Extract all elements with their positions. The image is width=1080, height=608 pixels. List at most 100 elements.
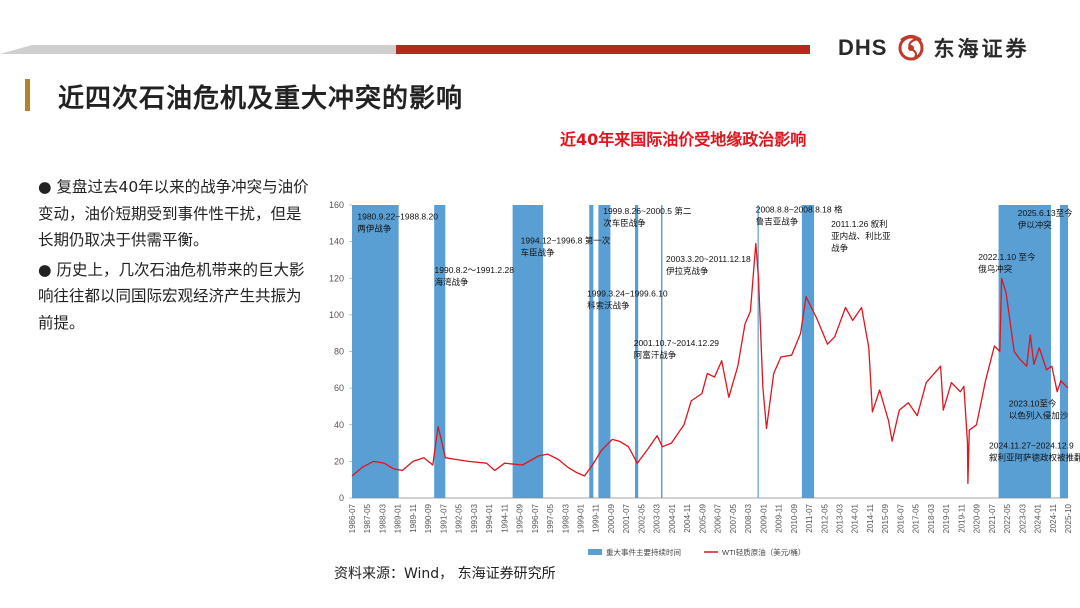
annotation-text: 俄乌冲突: [978, 264, 1013, 274]
x-tick-label: 2006-07: [714, 503, 723, 533]
x-tick-label: 1994-01: [485, 503, 494, 533]
x-tick-label: 1986-07: [348, 503, 357, 533]
x-tick-label: 2012-05: [820, 503, 829, 533]
x-tick-label: 2011-07: [805, 503, 814, 532]
event-annotation: 1999.3.24~1999.6.10 科索沃战争: [587, 289, 668, 311]
annotation-text: 2011.1.26 叙利: [831, 219, 888, 229]
x-tick-label: 1988-03: [378, 503, 387, 533]
annotation-text: 车臣战争: [521, 247, 556, 257]
x-tick-label: 2013-03: [835, 503, 844, 533]
x-tick-label: 2021-07: [988, 503, 997, 533]
x-tick-label: 2014-01: [851, 503, 860, 533]
x-tick-label: 1997-05: [546, 503, 555, 533]
logo-company-name: 东海证券: [933, 37, 1030, 61]
y-tick-label: 20: [334, 456, 344, 466]
event-band: [589, 205, 594, 498]
y-tick-label: 80: [334, 347, 344, 357]
dragon-emblem-icon: [898, 34, 924, 61]
annotation-text: 伊拉克战争: [666, 266, 709, 276]
annotation-text: 亚内战、利比亚: [831, 231, 891, 241]
source-note: 资料来源：Wind， 东海证券研究所: [334, 566, 556, 582]
x-tick-label: 2017-05: [912, 503, 921, 533]
annotation-text: 2003.3.20~2011.12.18: [666, 254, 751, 264]
y-tick-label: 100: [329, 310, 344, 320]
x-tick-label: 2025-10: [1064, 503, 1073, 533]
x-tick-label: 2002-05: [637, 503, 646, 533]
x-tick-label: 1999-11: [592, 503, 601, 532]
annotation-text: 1999.3.24~1999.6.10: [587, 289, 668, 299]
event-annotation: 1980.9.22~1988.8.20 两伊战争: [357, 212, 438, 234]
x-tick-label: 2019-11: [957, 503, 966, 532]
event-band: [1059, 205, 1068, 498]
x-tick-label: 2008-03: [744, 503, 753, 533]
x-tick-label: 2024-01: [1034, 503, 1043, 533]
annotation-text: 战争: [831, 243, 849, 253]
event-band: [801, 205, 815, 498]
x-tick-label: 1992-05: [455, 503, 464, 533]
page-title: 近四次石油危机及重大冲突的影响: [58, 84, 464, 114]
bullet-item: ● 复盘过去40年以来的战争冲突与油价变动，油价短期受到事件性干扰，但是长期仍取…: [38, 178, 309, 249]
x-tick-label: 2024-11: [1049, 503, 1058, 532]
x-tick-label: 2019-01: [942, 503, 951, 533]
annotation-text: 2024.11.27~2024.12.9: [989, 441, 1074, 451]
y-tick-label: 120: [329, 273, 344, 283]
x-tick-label: 1989-11: [409, 503, 418, 532]
annotation-text: 2001.10.7~2014.12.29: [634, 338, 720, 348]
x-tick-label: 1995-09: [516, 503, 525, 533]
event-band: [661, 205, 663, 498]
event-band: [434, 205, 446, 498]
x-tick-label: 1994-11: [500, 503, 509, 532]
x-tick-label: 2020-09: [973, 503, 982, 533]
bullet-item: ● 历史上，几次石油危机带来的巨大影响往往都以同国际宏观经济产生共振为前提。: [38, 260, 305, 332]
title-accent-bar: [25, 79, 30, 111]
x-tick-label: 2018-03: [927, 503, 936, 533]
event-band: [352, 205, 399, 498]
x-tick-label: 1989-01: [394, 503, 403, 533]
legend-band-label: 重大事件主要持续时间: [606, 547, 681, 557]
chart-title: 近40年来国际油价受地缘政治影响: [560, 130, 807, 149]
header-decoration-red: [396, 45, 810, 54]
annotation-text: 海湾战争: [435, 277, 470, 287]
annotation-text: 叙利亚阿萨德政权被推翻: [989, 453, 1080, 463]
x-tick-label: 2004-11: [683, 503, 692, 532]
annotation-text: 鲁吉亚战争: [756, 216, 799, 226]
annotation-text: 以色列入侵加沙: [1009, 410, 1069, 420]
y-tick-label: 160: [329, 200, 344, 210]
y-tick-label: 0: [339, 493, 344, 503]
event-band: [512, 205, 544, 498]
x-tick-label: 1999-01: [577, 503, 586, 533]
event-annotation: 1990.8.2～1991.2.28 海湾战争: [435, 265, 515, 287]
x-tick-label: 2003-03: [653, 503, 662, 533]
annotation-text: 伊以冲突: [1018, 220, 1053, 230]
x-tick-label: 1998-03: [561, 503, 570, 533]
legend-band-swatch: [588, 549, 602, 555]
x-tick-label: 2022-05: [1003, 503, 1012, 533]
x-tick-label: 2004-01: [668, 503, 677, 533]
bullet-list: ● 复盘过去40年以来的战争冲突与油价变动，油价短期受到事件性干扰，但是长期仍取…: [38, 174, 310, 339]
event-band: [634, 205, 639, 498]
annotation-text: 1980.9.22~1988.8.20: [357, 212, 438, 222]
x-tick-label: 2005-09: [698, 503, 707, 533]
x-tick-label: 2014-11: [866, 503, 875, 532]
event-band: [998, 205, 1051, 498]
x-tick-label: 2000-09: [607, 503, 616, 533]
annotation-text: 1990.8.2～1991.2.28: [435, 265, 515, 275]
annotation-text: 两伊战争: [357, 224, 392, 234]
annotation-text: 2023.10至今: [1009, 398, 1057, 408]
x-tick-label: 2001-07: [622, 503, 631, 533]
annotation-text: 科索沃战争: [587, 301, 630, 311]
header-decoration-gray: [0, 45, 400, 54]
company-logo: DHS 东海证券: [838, 28, 1029, 68]
annotation-text: 2022.1.10 至今: [978, 252, 1036, 262]
x-tick-label: 1987-05: [363, 503, 372, 533]
event-annotation: 2003.3.20~2011.12.18 伊拉克战争: [666, 254, 751, 276]
event-band: [757, 205, 759, 498]
y-tick-label: 40: [334, 420, 344, 430]
annotation-text: 1999.8.26~2000.5 第二: [603, 206, 692, 216]
x-tick-label: 2010-09: [790, 503, 799, 533]
annotation-text: 阿富汗战争: [634, 350, 677, 360]
